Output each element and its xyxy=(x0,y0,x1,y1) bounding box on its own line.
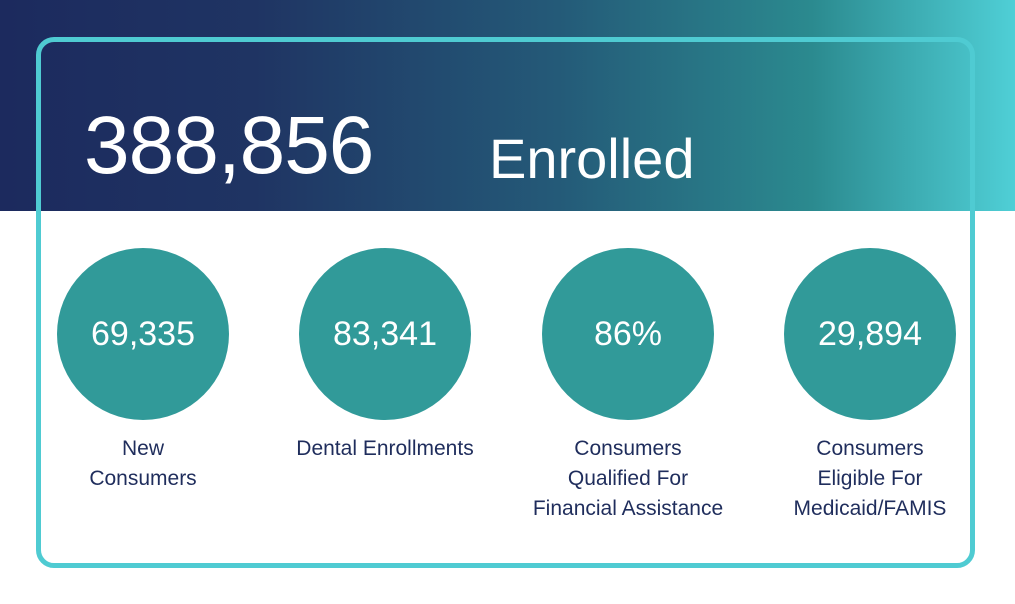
stat-dental-enrollments: 83,341 Dental Enrollments xyxy=(265,248,505,464)
stat-circle: 83,341 xyxy=(299,248,471,420)
stat-circle: 29,894 xyxy=(784,248,956,420)
stat-financial-assistance: 86% Consumers Qualified For Financial As… xyxy=(508,248,748,524)
stat-label: Consumers Qualified For Financial Assist… xyxy=(532,437,724,520)
stat-label: New Consumers xyxy=(89,437,197,490)
content-frame xyxy=(36,37,975,568)
stat-label: Dental Enrollments xyxy=(296,437,474,460)
total-enrolled-value: 388,856 xyxy=(84,100,374,191)
header-banner xyxy=(0,0,1015,211)
stat-circle: 86% xyxy=(542,248,714,420)
total-enrolled-label: Enrolled xyxy=(489,127,695,190)
stat-medicaid-famis: 29,894 Consumers Eligible For Medicaid/F… xyxy=(750,248,990,524)
stat-new-consumers: 69,335 New Consumers xyxy=(23,248,263,494)
stat-label: Consumers Eligible For Medicaid/FAMIS xyxy=(793,437,947,520)
stat-circle: 69,335 xyxy=(57,248,229,420)
